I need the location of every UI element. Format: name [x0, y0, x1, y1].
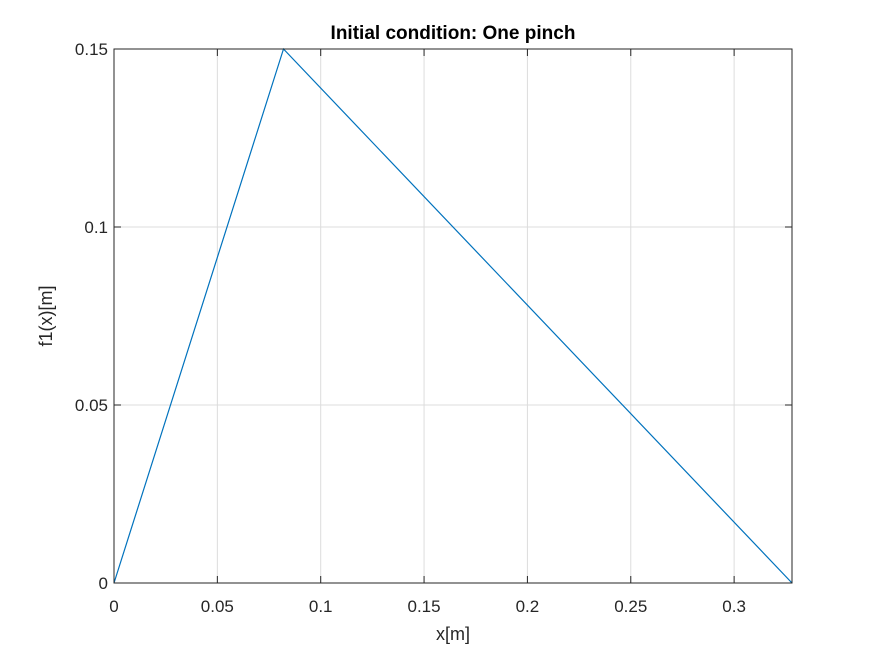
- plot-area: [114, 49, 792, 583]
- axes-box: [113, 48, 793, 584]
- x-tick-label: 0: [109, 597, 118, 616]
- x-tick-label: 0.25: [614, 597, 647, 616]
- x-tick-label: 0.15: [408, 597, 441, 616]
- y-axis-label: f1(x)[m]: [36, 286, 56, 347]
- x-axis-label: x[m]: [436, 624, 470, 644]
- y-tick-label: 0.15: [75, 40, 108, 59]
- x-tick-label: 0.05: [201, 597, 234, 616]
- y-tick-label: 0.1: [84, 218, 108, 237]
- x-tick-label: 0.2: [516, 597, 540, 616]
- ticks: 0 0.05 0.1 0.15 0.2 0.25 0.3 0 0.05 0.1 0.15: [75, 40, 792, 616]
- chart-title: Initial condition: One pinch: [331, 23, 576, 44]
- y-tick-label: 0: [99, 574, 108, 593]
- x-tick-label: 0.1: [309, 597, 333, 616]
- x-tick-label: 0.3: [722, 597, 746, 616]
- y-tick-label: 0.05: [75, 396, 108, 415]
